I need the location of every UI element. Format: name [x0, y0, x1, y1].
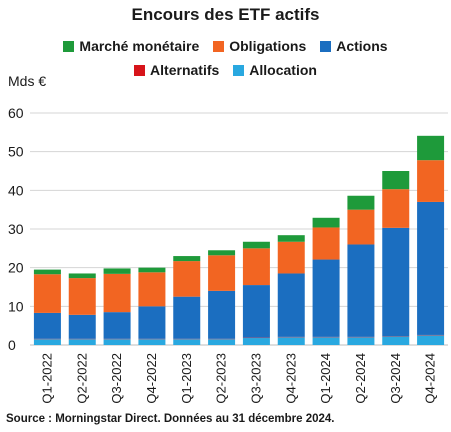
legend-swatch-allocation: [233, 64, 245, 76]
bar-segment-allocation-q3-2022: [103, 339, 131, 345]
bar-segment-allocation-q4-2024: [417, 335, 445, 345]
y-tick-label-30: 30: [8, 221, 24, 237]
bar-segment-obligations-q1-2022: [33, 274, 61, 313]
y-tick-label-0: 0: [8, 337, 16, 353]
legend-swatch-marche-monetaire: [63, 40, 75, 52]
legend-row-2: Alternatifs Allocation: [0, 62, 451, 78]
bar-segment-actions-q4-2023: [277, 273, 305, 337]
bar-segment-actions-q1-2023: [173, 296, 201, 339]
y-axis-label: Mds €: [8, 73, 47, 89]
legend-item-actions: Actions: [320, 38, 388, 54]
legend-swatch-actions: [320, 40, 332, 52]
bar-segment-allocation-q1-2024: [312, 337, 340, 345]
legend-row-1: Marché monétaire Obligations Actions: [0, 38, 451, 54]
bar-segment-actions-q1-2024: [312, 259, 340, 337]
bar-segment-obligations-q4-2024: [417, 160, 445, 202]
bar-segment-allocation-q1-2023: [173, 339, 201, 345]
y-tick-label-20: 20: [8, 260, 24, 276]
bar-segment-actions-q4-2024: [417, 201, 445, 335]
x-tick-label-q3-2022: Q3-2022: [109, 353, 124, 404]
bar-segment-actions-q2-2024: [347, 244, 375, 337]
legend-swatch-obligations: [213, 40, 225, 52]
y-tick-label-10: 10: [8, 298, 24, 314]
bar-segment-allocation-q2-2023: [208, 339, 236, 345]
bar-segment-actions-q4-2022: [138, 306, 166, 339]
bar-segment-obligations-q2-2023: [208, 255, 236, 291]
legend-label-marche-monetaire: Marché monétaire: [79, 38, 200, 54]
bar-segment-obligations-q2-2022: [68, 278, 96, 315]
bar-segment-march-mon-taire-q2-2022: [68, 273, 96, 279]
bar-segment-actions-q3-2022: [103, 312, 131, 339]
y-tick-label-60: 60: [8, 105, 24, 121]
bar-segment-obligations-q1-2023: [173, 261, 201, 297]
bar-segment-march-mon-taire-q4-2022: [138, 267, 166, 273]
bar-segment-obligations-q3-2022: [103, 273, 131, 313]
x-tick-label-q1-2024: Q1-2024: [318, 353, 333, 404]
bar-segment-obligations-q2-2024: [347, 209, 375, 245]
bar-segment-obligations-q3-2023: [242, 248, 270, 286]
x-tick-label-q2-2022: Q2-2022: [74, 353, 89, 404]
bar-segment-actions-q1-2022: [33, 312, 61, 339]
legend-item-obligations: Obligations: [213, 38, 306, 54]
legend-swatch-alternatifs: [134, 64, 146, 76]
bar-segment-actions-q2-2022: [68, 314, 96, 339]
bar-segment-allocation-q4-2022: [138, 339, 166, 345]
bar-segment-allocation-q2-2022: [68, 339, 96, 345]
bar-segment-obligations-q3-2024: [382, 189, 410, 228]
bar-segment-obligations-q4-2023: [277, 241, 305, 274]
source-note: Source : Morningstar Direct. Données au …: [6, 413, 335, 425]
bar-segment-allocation-q3-2023: [242, 338, 270, 345]
bar-segment-march-mon-taire-q3-2023: [242, 241, 270, 249]
y-tick-label-50: 50: [8, 144, 24, 160]
bar-segment-march-mon-taire-q2-2024: [347, 195, 375, 210]
x-tick-label-q2-2024: Q2-2024: [353, 353, 368, 404]
legend-item-alternatifs: Alternatifs: [134, 62, 219, 78]
x-tick-label-q3-2023: Q3-2023: [248, 353, 263, 404]
bar-segment-march-mon-taire-q3-2024: [382, 171, 410, 190]
bar-segment-actions-q2-2023: [208, 290, 236, 339]
bar-segment-march-mon-taire-q2-2023: [208, 250, 236, 256]
x-tick-label-q4-2024: Q4-2024: [423, 353, 438, 404]
x-tick-label-q4-2023: Q4-2023: [283, 353, 298, 404]
bar-segment-march-mon-taire-q1-2022: [33, 269, 61, 275]
x-tick-label-q3-2024: Q3-2024: [388, 353, 403, 404]
bar-segment-march-mon-taire-q4-2024: [417, 135, 445, 161]
bar-segment-allocation-q1-2022: [33, 339, 61, 345]
bar-segment-allocation-q2-2024: [347, 337, 375, 345]
bar-segment-march-mon-taire-q1-2023: [173, 256, 201, 262]
x-tick-label-q2-2023: Q2-2023: [214, 353, 229, 404]
bar-segment-obligations-q1-2024: [312, 227, 340, 260]
x-tick-label-q1-2023: Q1-2023: [179, 353, 194, 404]
bar-segment-actions-q3-2023: [242, 285, 270, 338]
x-tick-label-q1-2022: Q1-2022: [39, 353, 54, 404]
legend-label-allocation: Allocation: [249, 62, 317, 78]
bar-segment-allocation-q3-2024: [382, 336, 410, 345]
x-tick-label-q4-2022: Q4-2022: [144, 353, 159, 404]
bar-segment-allocation-q4-2023: [277, 337, 305, 345]
bar-segment-march-mon-taire-q3-2022: [103, 268, 131, 274]
y-tick-label-40: 40: [8, 182, 24, 198]
chart-title: Encours des ETF actifs: [131, 5, 320, 24]
legend-label-alternatifs: Alternatifs: [150, 62, 220, 78]
legend-item-allocation: Allocation: [233, 62, 317, 78]
bar-segment-actions-q3-2024: [382, 227, 410, 337]
bar-segment-march-mon-taire-q1-2024: [312, 217, 340, 228]
bar-segment-march-mon-taire-q4-2023: [277, 235, 305, 242]
legend-item-marche-monetaire: Marché monétaire: [63, 38, 199, 54]
legend-label-obligations: Obligations: [229, 38, 307, 54]
bar-segment-obligations-q4-2022: [138, 272, 166, 307]
legend-label-actions: Actions: [336, 38, 388, 54]
